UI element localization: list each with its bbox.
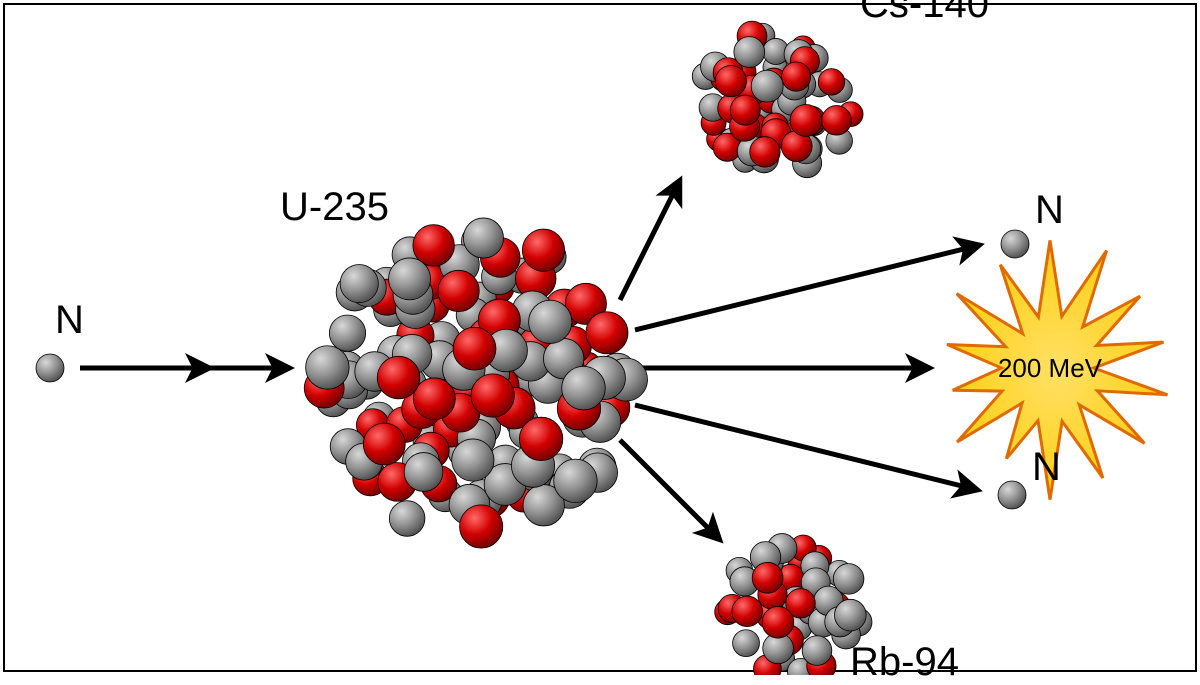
- diagram-svg: 200 MeV: [0, 0, 1200, 675]
- out-neutron-bottom: [998, 481, 1026, 509]
- fission-diagram: 200 MeV: [0, 0, 1200, 675]
- label-incoming-neutron: N: [55, 298, 84, 343]
- label-out-neutron-top: N: [1035, 188, 1064, 233]
- label-uranium: U-235: [280, 185, 389, 230]
- label-fragment-top: Cs-140: [860, 0, 989, 27]
- label-out-neutron-bottom: N: [1032, 445, 1061, 490]
- energy-label: 200 MeV: [998, 353, 1103, 383]
- incoming-neutron: [36, 354, 64, 382]
- label-fragment-bottom: Rb-94: [850, 640, 959, 685]
- out-neutron-top: [1001, 230, 1029, 258]
